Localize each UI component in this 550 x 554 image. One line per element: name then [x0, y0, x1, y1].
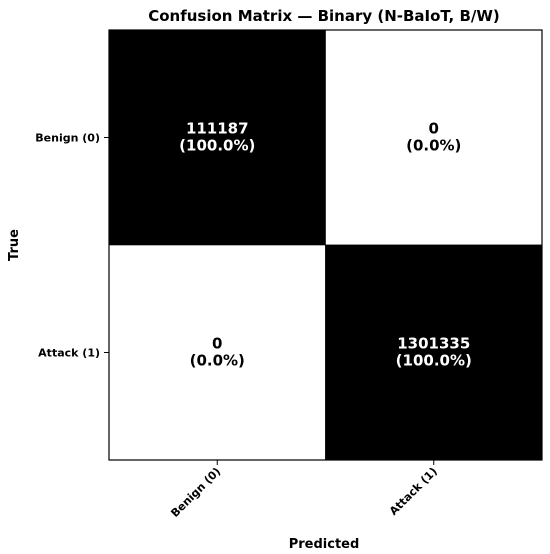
heatmap-cell-r1-c1 [325, 244, 543, 461]
heatmap-cell-r1-c0 [108, 244, 326, 461]
cell-labels: 111187(100.0%)0(0.0%)0(0.0%)1301335(100.… [179, 120, 472, 370]
plot-frame [108, 29, 543, 461]
heatmap-cell-r0-c0 [108, 29, 326, 246]
x-axis-label: Predicted [289, 537, 360, 552]
cell-count-r0-c0: 111187 [186, 120, 249, 138]
cell-count-r1-c0: 0 [212, 335, 222, 353]
y-axis-label: True [7, 229, 22, 261]
x-tick-label-0: Benign (0) [168, 465, 223, 520]
cell-percent-r1-c1: (100.0%) [396, 352, 472, 370]
cell-percent-r0-c0: (100.0%) [179, 137, 255, 155]
heatmap-cells [108, 29, 543, 461]
cell-percent-r0-c1: (0.0%) [406, 137, 461, 155]
y-tick-label-1: Attack (1) [38, 347, 100, 360]
cell-count-r1-c1: 1301335 [397, 335, 470, 353]
y-tick-label-0: Benign (0) [35, 132, 100, 145]
chart-title: Confusion Matrix — Binary (N-BaIoT, B/W) [148, 7, 500, 25]
cell-percent-r1-c0: (0.0%) [190, 352, 245, 370]
cell-count-r0-c1: 0 [429, 120, 439, 138]
heatmap-cell-r0-c1 [325, 29, 543, 246]
x-tick-label-1: Attack (1) [387, 465, 440, 518]
